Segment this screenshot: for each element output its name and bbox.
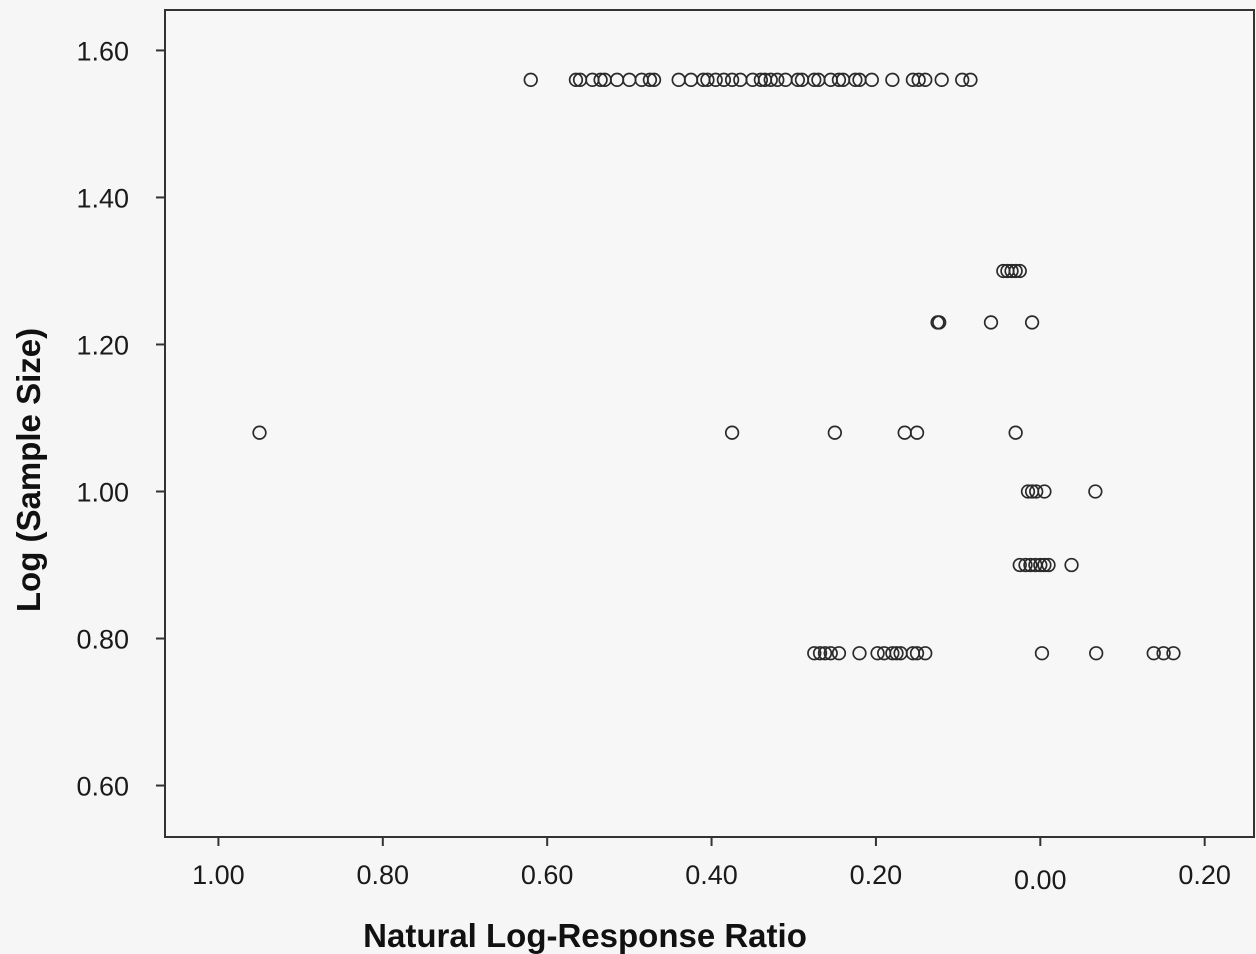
data-point [523,72,538,87]
data-point [823,646,838,661]
data-point [852,646,867,661]
data-point [885,72,900,87]
x-tick-label: 0.20 [850,860,903,890]
data-point [918,72,933,87]
data-points [252,72,1181,661]
data-point [807,72,822,87]
data-point [1088,484,1103,499]
y-axis: 1.60 1.40 1.20 1.00 0.80 0.60 [76,36,165,802]
data-point [827,425,842,440]
y-tick-label: 1.60 [76,36,129,66]
x-axis: 1.00 0.80 0.60 0.40 0.20 0.00 0.20 [192,837,1231,895]
data-point [918,646,933,661]
y-axis-title: Log (Sample Size) [10,328,47,612]
data-point [1004,263,1019,279]
data-point [831,646,847,661]
data-point [885,646,900,661]
data-point [568,72,584,87]
x-tick-label: 1.00 [192,860,245,890]
data-point [1166,646,1181,661]
data-point [1089,646,1104,661]
data-point [1034,646,1050,661]
data-point [763,72,778,87]
data-point [1041,557,1056,573]
x-axis-title: Natural Log-Response Ratio [363,917,807,954]
data-point [909,646,925,661]
data-point [934,72,949,87]
x-tick-label: 0.20 [1178,860,1231,890]
data-point [1020,484,1036,499]
data-point [864,72,879,87]
data-point [1012,263,1027,279]
data-point [642,72,658,87]
x-tick-label: 0.60 [521,860,574,890]
data-point [708,72,723,87]
x-tick-label: 0.40 [685,860,738,890]
data-point [724,72,740,87]
x-tick-label: 0.80 [357,860,410,890]
data-point [1029,484,1044,499]
data-point [1037,557,1052,573]
data-point [983,315,999,330]
data-point [1024,315,1040,330]
data-point [252,425,267,440]
data-point [963,72,978,87]
y-tick-label: 1.40 [76,183,129,213]
y-tick-label: 0.60 [76,772,129,802]
data-point [790,72,806,87]
data-point [646,72,662,87]
data-point [716,72,732,87]
data-point [1064,557,1079,573]
data-point [1012,557,1027,573]
data-point [1033,557,1048,573]
data-point [1008,425,1023,440]
data-point [724,425,740,440]
data-point [1018,557,1033,573]
data-point [700,72,715,87]
data-point [817,646,833,661]
data-point [870,646,885,661]
data-point [889,646,904,661]
y-tick-label: 0.80 [76,625,129,655]
data-point [911,72,926,87]
data-point [753,72,769,87]
x-tick-label: 0.00 [1014,865,1067,895]
data-point [807,646,822,661]
data-point [770,72,785,87]
data-point [812,646,828,661]
data-point [1008,263,1023,279]
data-point [932,315,947,330]
data-point [909,425,925,440]
data-point [831,72,847,87]
data-point [1156,646,1171,661]
data-point [593,72,608,87]
data-point [1146,646,1161,661]
data-point [955,72,970,87]
data-point [1037,484,1052,499]
data-point [848,72,863,87]
plot-area [164,9,1255,838]
y-tick-label: 1.20 [76,330,129,360]
y-tick-label: 1.00 [76,477,129,507]
data-point [1023,557,1038,573]
